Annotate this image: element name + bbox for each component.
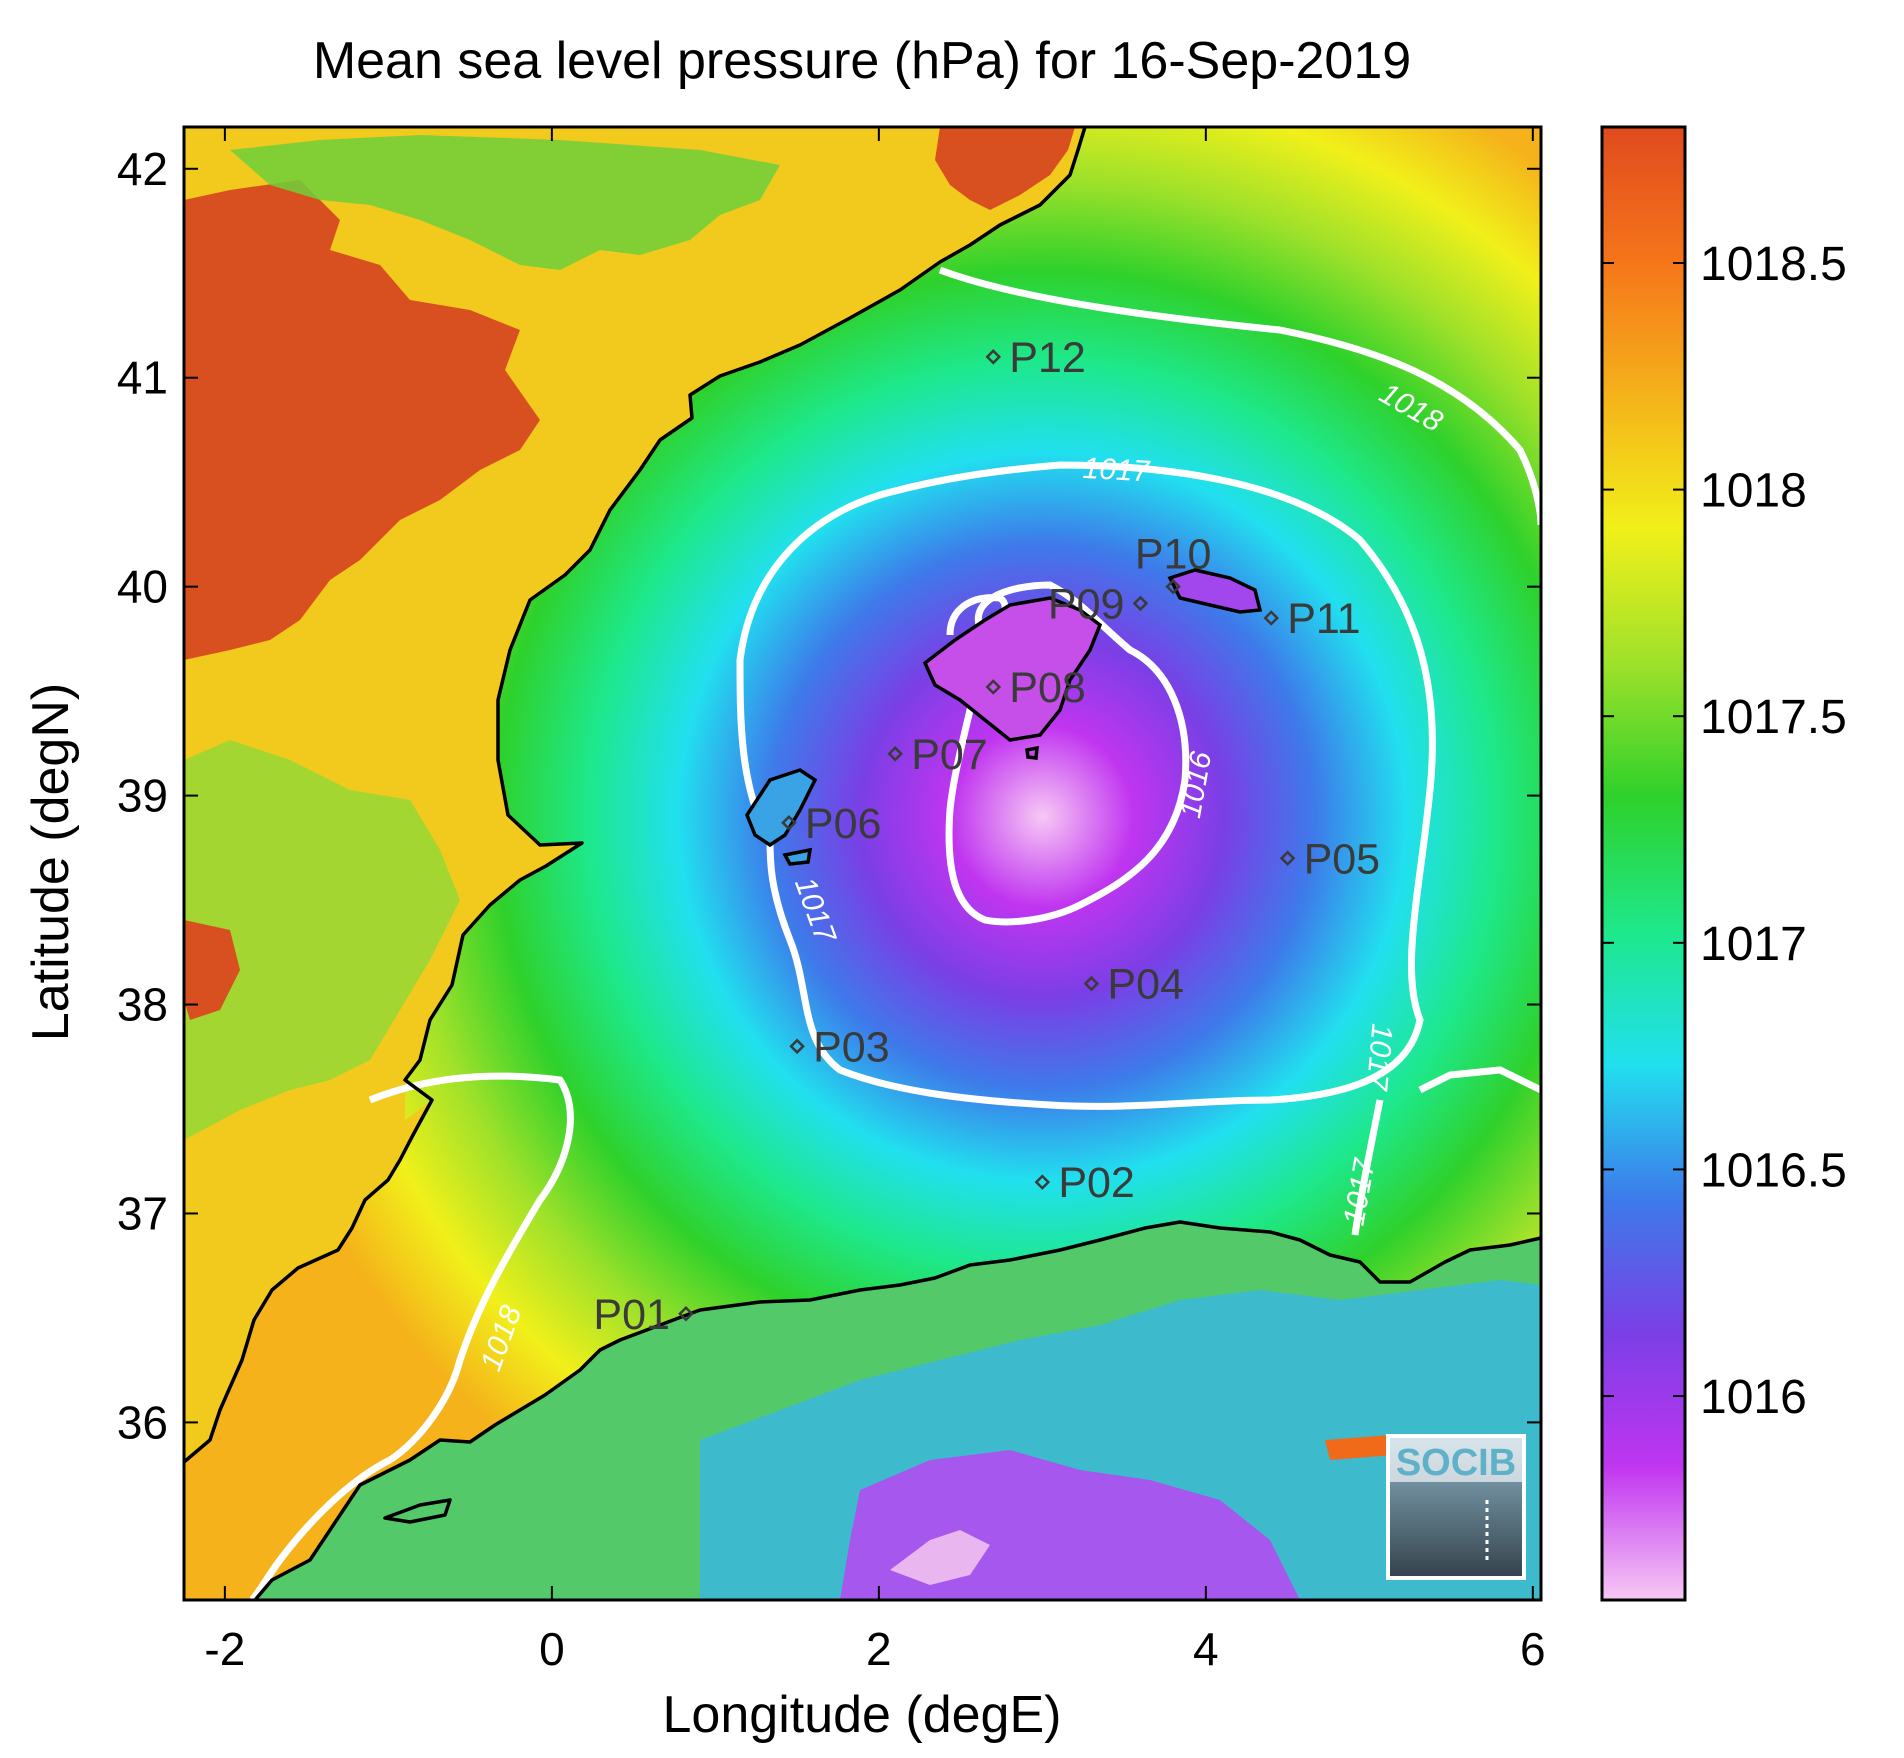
- station-marker-p10: [1165, 578, 1181, 595]
- station-marker-p04: [1083, 975, 1100, 992]
- station-label-p10: P10: [1135, 531, 1212, 579]
- contour-label-1017-1: 1017: [1082, 452, 1152, 489]
- colorbar-tick-label-1016: 1016: [1700, 1371, 1807, 1424]
- contour-1017-east: [1418, 1066, 1541, 1094]
- contour-1017-ring: [736, 461, 1436, 1110]
- colorbar-tick-label-1016-5: 1016.5: [1700, 1144, 1847, 1197]
- y-tick-label-38: 38: [117, 979, 168, 1031]
- coastline-iberia: [184, 127, 1087, 1464]
- y-tick-label-42: 42: [117, 143, 168, 195]
- station-marker-p12: [985, 349, 1002, 365]
- coastlines: [184, 127, 1541, 1600]
- station-label-p08: P08: [1009, 664, 1086, 712]
- station-label-p12: P12: [1009, 334, 1086, 382]
- colorbar: 1016 1016.5 1017 1017.5 1018 1018.5: [1600, 125, 1847, 1602]
- station-label-p11: P11: [1287, 595, 1360, 643]
- station-marker-p01: [678, 1305, 694, 1322]
- station-label-p04: P04: [1107, 961, 1184, 1009]
- x-axis-label: Longitude (degE): [663, 1686, 1062, 1744]
- y-axis-label: Latitude (degN): [22, 683, 80, 1041]
- contour-1018-north: [938, 266, 1541, 526]
- y-tick-label-37: 37: [117, 1187, 168, 1239]
- y-tick-label-36: 36: [117, 1396, 168, 1448]
- island-mallorca: [922, 596, 1103, 742]
- station-marker-p11: [1263, 610, 1279, 626]
- socib-logo-band: [1390, 1438, 1522, 1482]
- station-marker-p03: [789, 1038, 805, 1055]
- colorbar-bar: [1600, 125, 1687, 1602]
- island-formentera: [782, 847, 813, 866]
- x-tick-label-2: 2: [866, 1623, 892, 1675]
- island-menorca: [1167, 568, 1263, 614]
- colorbar-ticks: 1016 1016.5 1017 1017.5 1018 1018.5: [1602, 238, 1847, 1424]
- balearic-islands: [745, 568, 1263, 866]
- station-marker-p07: [887, 746, 903, 762]
- station-marker-p02: [1034, 1174, 1051, 1190]
- station-marker-p06: [781, 814, 797, 831]
- contour-1018-south: [248, 1072, 574, 1600]
- land-africa-warm-spot: [1325, 1435, 1395, 1460]
- colorbar-tick-label-1017: 1017: [1700, 918, 1807, 971]
- x-tick-label-6: 6: [1520, 1623, 1546, 1675]
- coastline-alboran-island: [383, 1498, 452, 1524]
- socib-logo: SOCIB: [1386, 1434, 1526, 1580]
- station-label-p02: P02: [1058, 1159, 1135, 1207]
- y-tick-label-41: 41: [117, 352, 168, 404]
- map-frame: [182, 125, 1543, 1602]
- coastline-africa: [253, 1220, 1541, 1600]
- colorbar-tick-label-1018: 1018: [1700, 465, 1807, 518]
- contour-1016: [945, 581, 1190, 926]
- station-label-p06: P06: [805, 800, 882, 848]
- contour-label-1017-3: 1017: [1360, 1022, 1399, 1093]
- island-cabrera: [1025, 745, 1039, 760]
- station-label-p05: P05: [1304, 835, 1381, 883]
- socib-logo-text: SOCIB: [1396, 1442, 1516, 1484]
- y-tick-label-39: 39: [117, 770, 168, 822]
- land-iberia-green: [230, 135, 780, 270]
- land-africa-lowest: [890, 1530, 990, 1585]
- colorbar-tick-label-1017-5: 1017.5: [1700, 691, 1847, 744]
- land-iberia-red-south: [184, 920, 240, 1020]
- x-tick-label-0: 0: [539, 1623, 565, 1675]
- y-tick-label-40: 40: [117, 561, 168, 613]
- land-iberia-highlands: [184, 180, 540, 660]
- land-iberia-red-north: [935, 127, 1075, 210]
- island-ibiza: [745, 768, 818, 848]
- station-marker-p09: [1132, 595, 1149, 612]
- colorbar-tick-label-1018-5: 1018.5: [1700, 238, 1847, 291]
- station-label-p07: P07: [911, 731, 988, 779]
- map-title: Mean sea level pressure (hPa) for 16-Sep…: [313, 32, 1411, 90]
- x-tick-label--2: -2: [204, 1623, 245, 1675]
- station-label-p01: P01: [593, 1291, 670, 1339]
- station-label-p03: P03: [813, 1023, 890, 1071]
- x-axis: -2 0 2 4 6: [204, 127, 1546, 1675]
- station-marker-p05: [1279, 850, 1296, 867]
- station-label-p09: P09: [1048, 580, 1125, 628]
- y-axis: 36 37 38 39 40 41 42: [117, 143, 1541, 1448]
- x-tick-label-4: 4: [1193, 1623, 1219, 1675]
- land-iberia-coastal-green: [184, 740, 460, 1140]
- contours: [248, 266, 1541, 1600]
- station-marker-p08: [985, 679, 1002, 695]
- contour-1017-southeast: [1351, 1099, 1384, 1236]
